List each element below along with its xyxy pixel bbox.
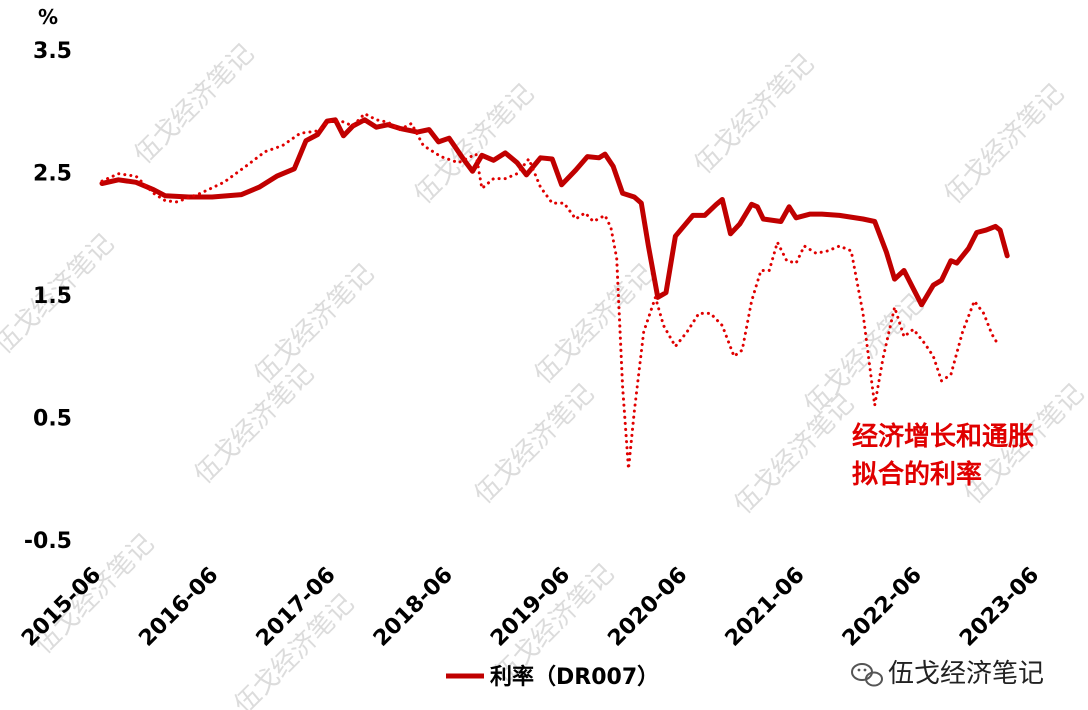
watermark-text: 伍戈经济笔记 — [409, 79, 541, 211]
x-tick-label: 2016-06 — [134, 563, 223, 652]
annotation-line-1: 经济增长和通胀 — [852, 421, 1034, 452]
x-tick-label: 2021-06 — [721, 563, 810, 652]
series-line-dr007 — [99, 117, 1010, 308]
y-tick-label: 2.5 — [33, 162, 72, 187]
watermark-text: 伍戈经济笔记 — [189, 359, 321, 491]
watermark-text: 伍戈经济笔记 — [729, 389, 861, 521]
brand-text: 伍戈经济笔记 — [888, 659, 1044, 689]
watermark-text: 伍戈经济笔记 — [689, 49, 821, 181]
watermark-text: 伍戈经济笔记 — [469, 379, 601, 511]
watermark-text: 伍戈经济笔记 — [529, 259, 661, 391]
watermark-text: 伍戈经济笔记 — [799, 289, 931, 421]
watermark-text: 伍戈经济笔记 — [939, 79, 1071, 211]
annotation-line-2: 拟合的利率 — [852, 459, 982, 490]
y-tick-label: 0.5 — [33, 407, 72, 432]
legend-label: 利率（DR007） — [490, 664, 659, 690]
legend: 利率（DR007） — [446, 664, 659, 690]
y-tick-label: 3.5 — [33, 39, 72, 64]
y-unit-label: % — [38, 5, 58, 29]
annotation: 经济增长和通胀 拟合的利率 — [852, 421, 1034, 490]
wechat-icon — [851, 663, 883, 687]
series-line-fitted-rate — [100, 112, 1000, 471]
x-tick-label: 2020-06 — [603, 563, 692, 652]
brand-watermark: 伍戈经济笔记 — [851, 659, 1044, 689]
x-tick-label: 2018-06 — [369, 563, 458, 652]
series-layer — [99, 112, 1010, 471]
x-tick-label: 2023-06 — [955, 563, 1044, 652]
y-axis: % 3.5 2.5 1.5 0.5 -0.5 — [24, 5, 72, 554]
watermark-text: 伍戈经济笔记 — [129, 39, 261, 171]
y-tick-label: -0.5 — [24, 529, 72, 554]
watermark-text: 伍戈经济笔记 — [249, 259, 381, 391]
y-tick-label: 1.5 — [33, 284, 72, 309]
x-tick-label: 2022-06 — [838, 563, 927, 652]
